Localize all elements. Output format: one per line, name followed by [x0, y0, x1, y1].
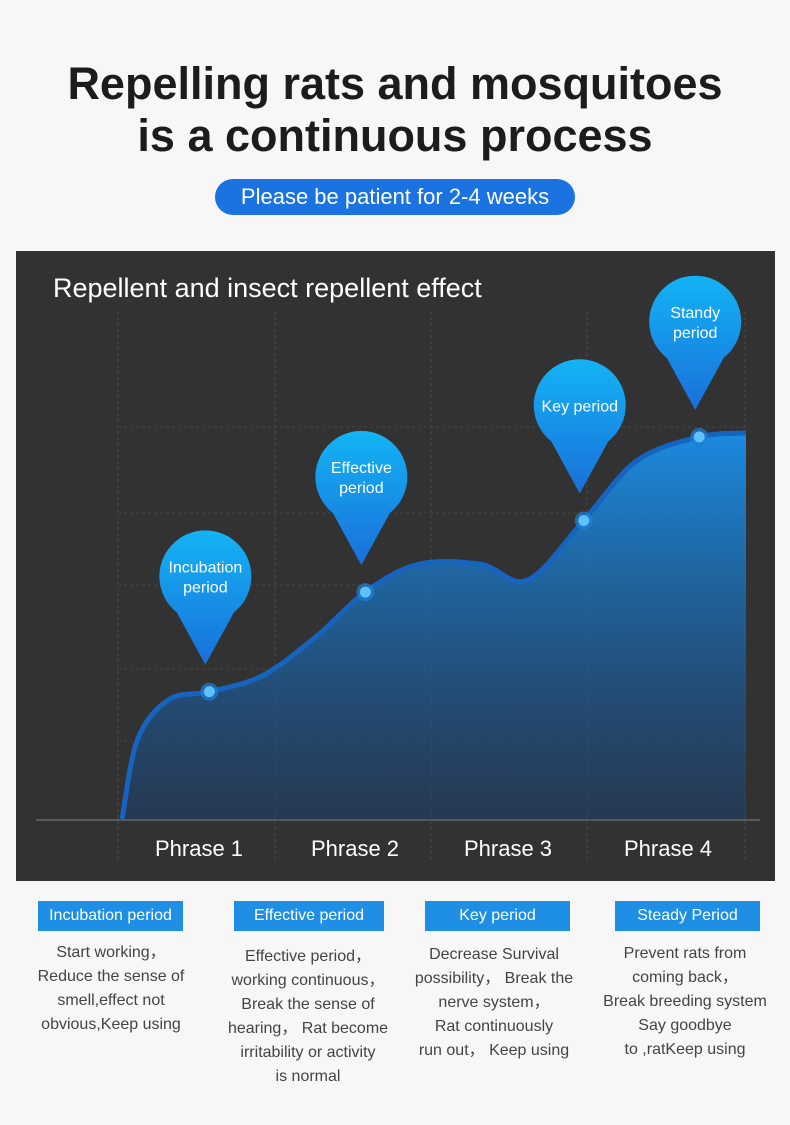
x-tick-phrase-2: Phrase 2 [310, 836, 400, 861]
milestone-bubble [159, 530, 252, 665]
stage-tag-key: Key period [425, 901, 570, 931]
patience-badge: Please be patient for 2-4 weeks [215, 179, 575, 215]
milestone-4: Standy period [649, 275, 742, 446]
milestone-label: Key period [542, 399, 619, 416]
chart-panel: Incubation period Effective period Key perio… [16, 251, 775, 881]
description-line: Prevent rats from [623, 945, 747, 962]
description-line: irritability or activity [240, 1044, 376, 1061]
milestone-label: Effective [331, 460, 392, 477]
stage-description-incubation: Start working， Reduce the sense of smell… [16, 941, 206, 1037]
description-line: Rat continuously [434, 1018, 554, 1035]
description-line: Start working， [56, 944, 166, 961]
stage-tag-effective: Effective period [234, 901, 384, 931]
description-line: obvious,Keep using [41, 1016, 181, 1033]
milestone-label: period [183, 580, 227, 597]
stage-description-effective: Effective period， working continuous， Br… [213, 945, 403, 1089]
stage-tag-incubation: Incubation period [38, 901, 183, 931]
milestone-marker [693, 431, 705, 443]
milestone-bubble [533, 359, 626, 494]
area-fill [122, 432, 746, 819]
description-line: run out， Keep using [418, 1042, 570, 1059]
milestone-label: period [673, 325, 717, 342]
milestone-marker [359, 586, 371, 598]
description-line: is normal [275, 1068, 341, 1085]
milestone-bubble [649, 275, 742, 410]
milestone-label: Incubation [168, 560, 242, 577]
description-line: Reduce the sense of [37, 968, 185, 985]
milestone-2: Effective period [315, 430, 408, 602]
area-curve-line [119, 430, 747, 820]
x-tick-phrase-1: Phrase 1 [154, 836, 244, 861]
description-line: Break breeding system [603, 993, 767, 1010]
milestone-3: Key period [533, 359, 626, 530]
description-line: Effective period， [245, 948, 371, 965]
chart-title: Repellent and insect repellent effect [53, 273, 482, 303]
description-line: hearing， Rat become [227, 1020, 389, 1037]
stage-description-steady: Prevent rats from coming back， Break bre… [590, 942, 780, 1062]
headline: Repelling rats and mosquitoes is a conti… [0, 58, 790, 162]
description-line: smell,effect not [57, 992, 165, 1009]
milestone-bubble [315, 430, 408, 566]
x-tick-phrase-4: Phrase 4 [623, 836, 713, 861]
headline-line-2: is a continuous process [137, 110, 653, 161]
milestone-label: period [339, 480, 383, 497]
milestone-marker [578, 515, 590, 526]
description-line: Decrease Survival [429, 946, 559, 963]
chart-canvas: Incubation period Effective period Key perio… [36, 275, 760, 861]
description-line: Say goodbye [638, 1017, 732, 1034]
description-line: possibility， Break the [414, 970, 574, 987]
headline-line-1: Repelling rats and mosquitoes [67, 58, 723, 109]
description-line: nerve system， [438, 994, 550, 1011]
description-line: working continuous， [231, 972, 385, 989]
stage-description-key: Decrease Survival possibility， Break the… [399, 943, 589, 1063]
description-line: coming back， [632, 969, 738, 986]
description-line: to ,ratKeep using [624, 1041, 746, 1058]
stage-tag-steady: Steady Period [615, 901, 760, 931]
milestone-label: Standy [670, 305, 720, 322]
milestone-marker [203, 686, 215, 698]
description-line: Break the sense of [241, 996, 375, 1013]
x-tick-phrase-3: Phrase 3 [463, 836, 553, 861]
milestone-1: Incubation period [159, 530, 252, 701]
